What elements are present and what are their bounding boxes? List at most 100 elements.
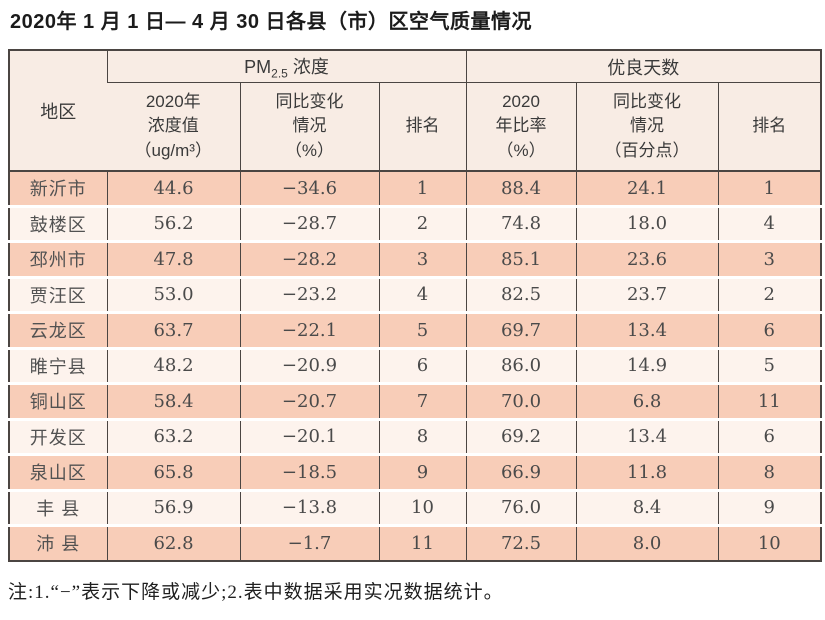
table-row: 鼓楼区 56.2 −28.7 2 74.8 18.0 4 bbox=[9, 204, 822, 242]
table-row: 邳州市 47.8 −28.2 3 85.1 23.6 3 bbox=[9, 240, 822, 277]
good-ratio-cell: 74.8 bbox=[465, 204, 577, 242]
col-group-pm25: PM2.5 浓度 bbox=[106, 50, 467, 83]
pm-change-cell: −34.6 bbox=[239, 171, 379, 206]
good-rank-cell: 9 bbox=[717, 488, 822, 526]
pm-rank-cell: 6 bbox=[378, 346, 467, 384]
good-rank-cell: 10 bbox=[717, 524, 822, 561]
pm25-label-suffix: 浓度 bbox=[287, 56, 329, 77]
good-ratio-cell: 72.5 bbox=[465, 524, 577, 561]
pm-change-cell: −22.1 bbox=[239, 311, 379, 348]
good-ratio-cell: 85.1 bbox=[465, 240, 577, 277]
table-row: 铜山区 58.4 −20.7 7 70.0 6.8 11 bbox=[9, 382, 822, 419]
table-row: 新沂市 44.6 −34.6 1 88.4 24.1 1 bbox=[9, 171, 822, 206]
region-cell: 鼓楼区 bbox=[9, 204, 107, 242]
col-header-good-ratio: 2020 年比率 （%） bbox=[465, 82, 577, 172]
pm-value-cell: 44.6 bbox=[106, 171, 240, 206]
pm-rank-cell: 3 bbox=[378, 240, 467, 277]
pm-change-cell: −20.9 bbox=[239, 346, 379, 384]
pm-change-cell: −20.1 bbox=[239, 417, 379, 455]
region-cell: 新沂市 bbox=[29, 179, 87, 200]
region-cell: 贾汪区 bbox=[9, 275, 107, 313]
region-cell: 铜山区 bbox=[9, 382, 107, 419]
good-rank-cell: 4 bbox=[717, 204, 822, 242]
pm-value-cell: 47.8 bbox=[106, 240, 240, 277]
pm-rank-cell: 2 bbox=[378, 204, 467, 242]
good-rank-cell: 6 bbox=[717, 417, 822, 455]
good-ratio-cell: 69.2 bbox=[465, 417, 577, 455]
pm-value-cell: 48.2 bbox=[106, 346, 240, 384]
col-header-good-change: 同比变化 情况 （百分点） bbox=[575, 82, 719, 172]
pm-value-cell: 63.2 bbox=[106, 417, 240, 455]
col-group-good-days: 优良天数 bbox=[465, 50, 822, 83]
pm-rank-cell: 10 bbox=[378, 488, 467, 526]
region-cell: 沛 县 bbox=[9, 524, 107, 561]
table-row: 丰 县 56.9 −13.8 10 76.0 8.4 9 bbox=[9, 488, 822, 526]
pm-value-cell: 53.0 bbox=[106, 275, 240, 313]
table-header: 地区 PM2.5 浓度 优良天数 2020年 浓度值 （ug/m³） 同比变化 … bbox=[9, 50, 822, 172]
pm-rank-cell: 1 bbox=[378, 171, 467, 206]
col-header-pm-change: 同比变化 情况 （%） bbox=[239, 82, 379, 172]
pm-change-cell: −28.2 bbox=[239, 240, 379, 277]
good-ratio-cell: 69.7 bbox=[465, 311, 577, 348]
good-change-cell: 6.8 bbox=[575, 382, 719, 419]
header-sub-row: 2020年 浓度值 （ug/m³） 同比变化 情况 （%） 排名 2020 年比… bbox=[9, 82, 822, 172]
table-row: 睢宁县 48.2 −20.9 6 86.0 14.9 5 bbox=[9, 346, 822, 384]
pm-change-cell: −28.7 bbox=[239, 204, 379, 242]
good-change-cell: 14.9 bbox=[575, 346, 719, 384]
good-rank-cell: 1 bbox=[717, 171, 822, 206]
pm25-label-prefix: PM bbox=[244, 56, 272, 77]
table-row: 云龙区 63.7 −22.1 5 69.7 13.4 6 bbox=[9, 311, 822, 348]
good-change-cell: 8.0 bbox=[575, 524, 719, 561]
table-row: 贾汪区 53.0 −23.2 4 82.5 23.7 2 bbox=[9, 275, 822, 313]
good-ratio-cell: 66.9 bbox=[465, 453, 577, 490]
pm-value-cell: 62.8 bbox=[106, 524, 240, 561]
region-cell: 开发区 bbox=[9, 417, 107, 455]
air-quality-table: 地区 PM2.5 浓度 优良天数 2020年 浓度值 （ug/m³） 同比变化 … bbox=[8, 49, 823, 562]
good-change-cell: 13.4 bbox=[575, 417, 719, 455]
good-change-cell: 18.0 bbox=[575, 204, 719, 242]
pm25-label-subscript: 2.5 bbox=[271, 66, 288, 81]
table-row: 泉山区 65.8 −18.5 9 66.9 11.8 8 bbox=[9, 453, 822, 490]
region-cell: 云龙区 bbox=[9, 311, 107, 348]
col-header-region: 地区 bbox=[9, 50, 107, 172]
table-body: 新沂市 44.6 −34.6 1 88.4 24.1 1 鼓楼区 56.2 −2… bbox=[9, 171, 822, 561]
pm-change-cell: −18.5 bbox=[239, 453, 379, 490]
col-header-good-rank: 排名 bbox=[717, 82, 822, 172]
good-ratio-cell: 70.0 bbox=[465, 382, 577, 419]
pm-change-cell: −13.8 bbox=[239, 488, 379, 526]
pm-change-cell: −1.7 bbox=[239, 524, 379, 561]
pm-change-cell: −23.2 bbox=[239, 275, 379, 313]
good-rank-cell: 6 bbox=[717, 311, 822, 348]
header-group-row: 地区 PM2.5 浓度 优良天数 bbox=[9, 50, 822, 172]
good-change-cell: 23.6 bbox=[575, 240, 719, 277]
footnote: 注:1.“−”表示下降或减少;2.表中数据采用实况数据统计。 bbox=[8, 581, 504, 603]
pm-rank-cell: 5 bbox=[378, 311, 467, 348]
col-header-pm-value: 2020年 浓度值 （ug/m³） bbox=[107, 82, 240, 172]
good-change-cell: 24.1 bbox=[575, 171, 719, 206]
pm-value-cell: 65.8 bbox=[106, 453, 240, 490]
pm-value-cell: 63.7 bbox=[106, 311, 240, 348]
region-cell: 邳州市 bbox=[9, 240, 107, 277]
good-rank-cell: 8 bbox=[717, 453, 822, 490]
good-change-cell: 13.4 bbox=[575, 311, 719, 348]
table-row: 开发区 63.2 −20.1 8 69.2 13.4 6 bbox=[9, 417, 822, 455]
region-cell: 泉山区 bbox=[9, 453, 107, 490]
good-rank-cell: 5 bbox=[717, 346, 822, 384]
col-header-pm-rank: 排名 bbox=[378, 82, 467, 172]
pm-rank-cell: 11 bbox=[378, 524, 467, 561]
good-rank-cell: 11 bbox=[717, 382, 822, 419]
pm-value-cell: 56.9 bbox=[106, 488, 240, 526]
good-change-cell: 8.4 bbox=[575, 488, 719, 526]
good-ratio-cell: 86.0 bbox=[465, 346, 577, 384]
good-rank-cell: 2 bbox=[717, 275, 822, 313]
good-ratio-cell: 88.4 bbox=[465, 171, 577, 206]
good-ratio-cell: 76.0 bbox=[465, 488, 577, 526]
good-change-cell: 11.8 bbox=[575, 453, 719, 490]
table-row: 沛 县 62.8 −1.7 11 72.5 8.0 10 bbox=[9, 524, 822, 561]
pm-rank-cell: 7 bbox=[378, 382, 467, 419]
pm-rank-cell: 9 bbox=[378, 453, 467, 490]
pm-rank-cell: 8 bbox=[378, 417, 467, 455]
pm-change-cell: −20.7 bbox=[239, 382, 379, 419]
pm-rank-cell: 4 bbox=[378, 275, 467, 313]
